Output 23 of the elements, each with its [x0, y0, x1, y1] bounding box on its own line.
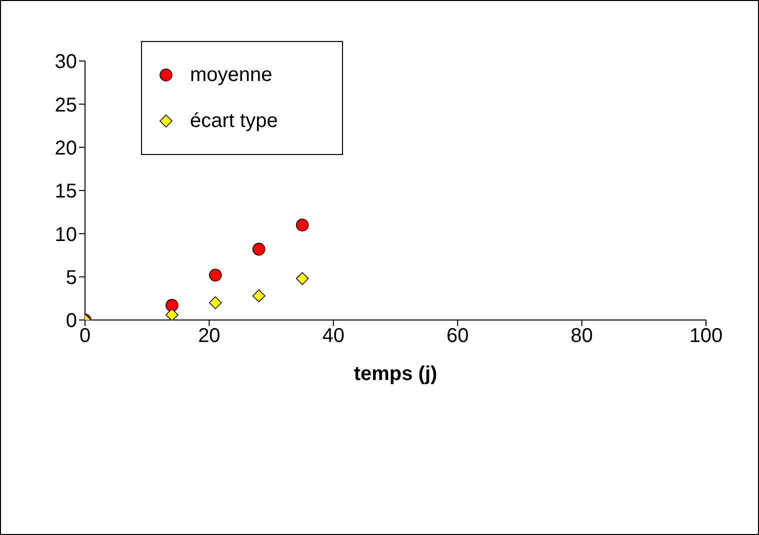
- y-tick-label: 30: [54, 51, 77, 74]
- point: [166, 298, 178, 312]
- x-axis-title: temps (j): [354, 363, 438, 385]
- point: [252, 289, 266, 302]
- point: [209, 268, 222, 282]
- x-tick-label: 60: [446, 325, 469, 348]
- point: [166, 308, 178, 320]
- y-tick-label: 5: [66, 266, 77, 289]
- y-tick-label: 20: [54, 137, 77, 160]
- x-tick-label: 100: [689, 325, 723, 348]
- y-tick-label: 15: [54, 180, 77, 203]
- point: [209, 296, 222, 310]
- point: [296, 218, 309, 232]
- x-tick-label: 20: [198, 325, 220, 348]
- y-tick-label: 10: [54, 224, 77, 246]
- point: [296, 272, 309, 285]
- y-tick-label: 25: [54, 94, 77, 116]
- x-tick-label: 80: [570, 325, 593, 348]
- legend-label: écart type: [190, 110, 278, 132]
- x-tick-label: 40: [322, 325, 345, 348]
- legend-label: moyenne: [190, 64, 272, 86]
- point: [252, 242, 266, 256]
- y-tick-label: 0: [66, 310, 77, 332]
